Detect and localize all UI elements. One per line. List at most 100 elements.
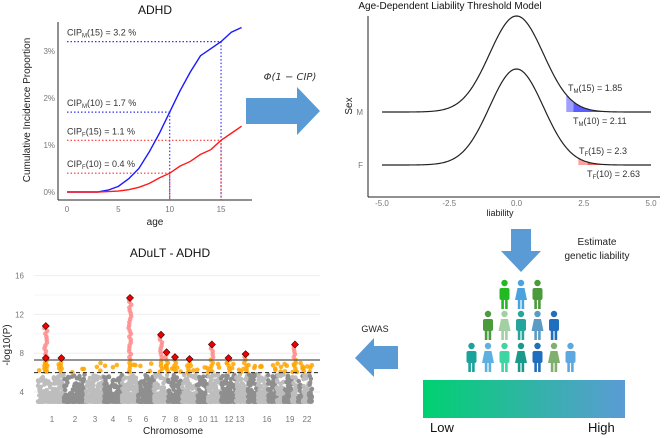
chromosome-tick: 4 xyxy=(111,415,116,424)
male-person-icon xyxy=(532,279,543,309)
liability-gradient-bar xyxy=(423,380,625,418)
snp-point xyxy=(208,377,214,382)
snp-suggestive xyxy=(98,368,103,374)
snp-point xyxy=(191,384,196,389)
snp-point xyxy=(248,374,253,379)
lead-snp-marker xyxy=(57,354,66,362)
cip-y-tick: 1% xyxy=(43,141,55,150)
probit-formula: Φ(1 − CIP) xyxy=(264,72,317,83)
snp-suggestive xyxy=(231,361,236,367)
snp-point xyxy=(180,385,185,391)
manhattan-y-tick: 4 xyxy=(20,388,25,397)
chromosome-tick: 5 xyxy=(128,415,133,424)
snp-point xyxy=(288,387,294,392)
snp-point xyxy=(185,379,191,385)
snp-point xyxy=(184,384,190,389)
cip-x-tick: 15 xyxy=(217,205,226,214)
threshold-label: TF(10) = 2.63 xyxy=(587,169,640,181)
snp-point xyxy=(189,391,194,397)
snp-point xyxy=(210,373,215,379)
sex-tick-M: M xyxy=(356,108,363,117)
chromosome-tick: 9 xyxy=(188,415,193,424)
snp-suggestive xyxy=(298,360,303,366)
snp-suggestive xyxy=(278,369,283,375)
snp-point xyxy=(197,374,202,380)
snp-point xyxy=(275,387,280,392)
snp-point xyxy=(292,390,298,395)
estimate-label-line1: Estimate xyxy=(578,237,617,248)
chromosome-tick: 10 xyxy=(199,415,208,424)
lead-snp-marker xyxy=(162,348,171,357)
female-person-icon xyxy=(515,279,527,309)
snp-point xyxy=(48,394,53,400)
cip-x-label: age xyxy=(147,217,164,228)
liability-x-tick: 5.0 xyxy=(645,199,657,208)
male-person-icon xyxy=(532,342,543,372)
threshold-label-base: T xyxy=(568,83,574,93)
snp-point xyxy=(57,384,62,390)
snp-point xyxy=(278,390,283,395)
chromosome-tick: 12 xyxy=(225,415,234,424)
snp-point xyxy=(236,396,241,401)
snp-point xyxy=(171,399,176,404)
cip-line-male xyxy=(67,26,242,193)
snp-point xyxy=(133,375,139,380)
male-person-icon xyxy=(549,310,559,340)
snp-point xyxy=(262,381,267,387)
lead-snp-marker xyxy=(291,340,299,349)
chromosome-tick: 16 xyxy=(263,415,272,424)
manhattan-y-tick: 8 xyxy=(20,349,25,358)
chromosome-tick: 19 xyxy=(286,415,295,424)
snp-point xyxy=(181,372,187,378)
snp-suggestive xyxy=(148,361,154,366)
threshold-label-base: T xyxy=(579,146,585,156)
snp-point xyxy=(161,381,166,386)
snp-suggestive xyxy=(215,361,221,367)
snp-point xyxy=(197,392,202,398)
snp-point xyxy=(184,388,189,393)
male-person-icon xyxy=(499,342,510,372)
liability-curve-M xyxy=(382,15,651,113)
snp-point xyxy=(44,389,49,394)
snp-point xyxy=(158,397,164,402)
threshold-label-rest: (10) = 2.11 xyxy=(584,116,627,126)
cip-annotation: CIPF(15) = 1.1 % xyxy=(67,126,135,138)
snp-point xyxy=(133,380,138,385)
snp-point xyxy=(137,380,143,385)
cip-annotation: CIPM(10) = 1.7 % xyxy=(67,98,136,110)
snp-point xyxy=(256,392,261,397)
snp-point xyxy=(142,383,147,388)
snp-point xyxy=(304,376,309,381)
snp-point xyxy=(267,393,272,398)
liability-chart: Age-Dependent Liability Threshold Model … xyxy=(344,1,660,218)
snp-point xyxy=(281,399,287,404)
snp-point xyxy=(95,393,101,398)
snp-point xyxy=(160,376,165,381)
snp-point xyxy=(261,391,266,396)
snp-point xyxy=(270,374,275,379)
threshold-label-sub: M xyxy=(574,89,579,95)
threshold-label: TM(15) = 1.85 xyxy=(568,83,622,95)
snp-point xyxy=(209,381,214,386)
snp-point xyxy=(161,391,166,396)
snp-point xyxy=(292,399,297,404)
chromosome-tick: 1 xyxy=(50,415,55,424)
cip-chart-title: ADHD xyxy=(138,3,172,17)
snp-point xyxy=(54,393,59,398)
snp-suggestive xyxy=(36,368,42,373)
snp-point xyxy=(152,393,157,399)
female-person-icon xyxy=(531,310,544,340)
snp-suggestive xyxy=(195,367,200,373)
snp-point xyxy=(166,388,172,393)
lead-snp-marker xyxy=(41,354,50,362)
chromosome-tick: 7 xyxy=(162,415,167,424)
snp-point xyxy=(57,391,63,397)
snp-point xyxy=(164,372,170,378)
snp-point xyxy=(37,389,42,394)
snp-point xyxy=(135,384,140,390)
snp-point xyxy=(220,395,225,400)
cip-annotation-base: CIP xyxy=(67,159,82,169)
liability-curve-F xyxy=(382,68,651,166)
snp-suggestive xyxy=(282,361,287,367)
